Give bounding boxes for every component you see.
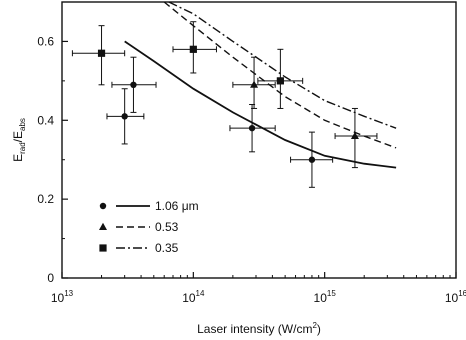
curve-square	[168, 1, 397, 129]
curve-circle	[124, 40, 397, 169]
x-axis-ticks: 1013 1014 1015 1016	[51, 272, 466, 305]
legend-label: 1.06 μm	[155, 199, 199, 213]
square-marker	[189, 45, 197, 53]
x-tick-label: 1013	[51, 289, 74, 305]
legend-label: 0.53	[155, 220, 179, 234]
y-axis-ticks: 0 0.2 0.4 0.6	[37, 34, 68, 285]
triangle-marker	[250, 80, 259, 88]
plot-frame	[61, 1, 457, 279]
x-tick-label: 1014	[182, 289, 205, 305]
y-tick-label: 0.6	[37, 34, 54, 48]
square-marker	[276, 77, 284, 85]
data-points	[71, 21, 378, 188]
triangle-marker	[350, 131, 359, 140]
circle-marker	[99, 202, 107, 210]
y-axis-label: Erad/Eabs	[11, 118, 27, 162]
circle-marker	[121, 113, 128, 120]
square-marker	[99, 244, 107, 252]
y-tick-label: 0.2	[37, 192, 54, 206]
square-marker	[97, 49, 106, 57]
circle-marker	[308, 156, 316, 163]
legend: 1.06 μm 0.53 0.35	[99, 199, 199, 255]
circle-marker	[130, 81, 137, 89]
x-axis-label: Laser intensity (W/cm2)	[197, 321, 321, 336]
y-tick-label: 0.4	[37, 113, 54, 127]
triangle-marker	[99, 222, 107, 230]
y-tick-label: 0	[47, 271, 54, 285]
x-tick-label: 1016	[445, 289, 466, 305]
legend-label: 0.35	[155, 241, 179, 255]
circle-marker	[248, 124, 256, 132]
x-tick-label: 1015	[314, 289, 337, 305]
